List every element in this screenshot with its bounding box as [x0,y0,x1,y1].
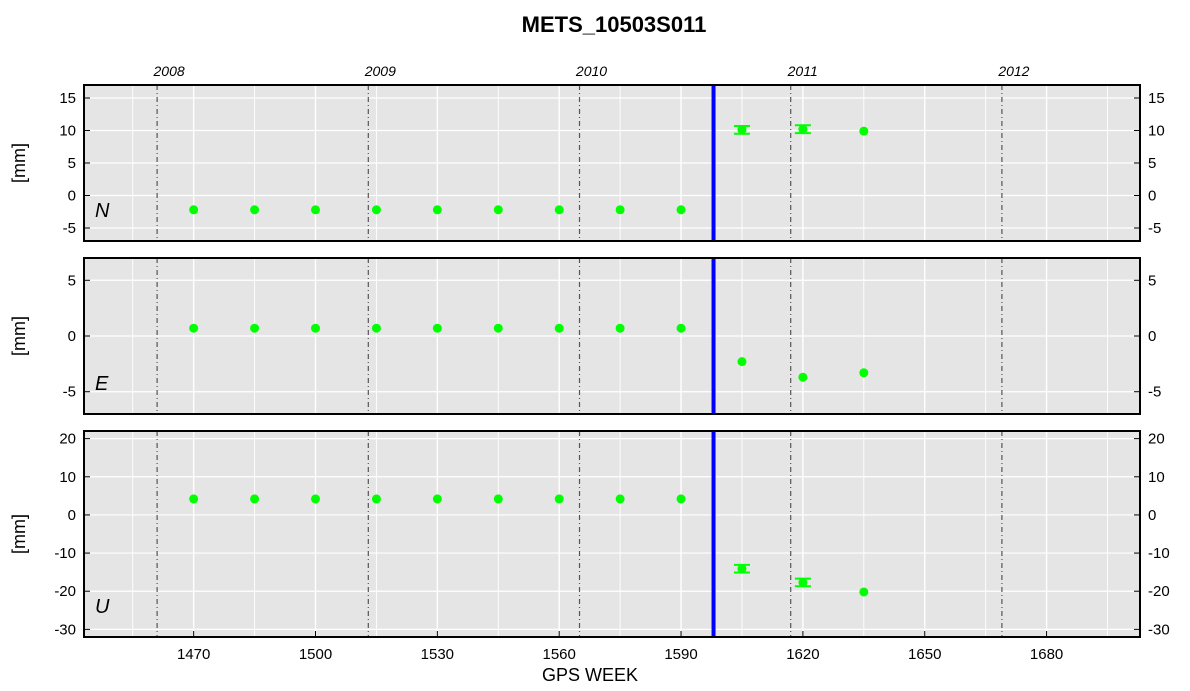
year-tick-label: 2009 [364,63,396,79]
y-tick-label-right: -5 [1148,384,1161,401]
data-point [615,323,625,333]
y-tick-label-left: 15 [59,90,76,107]
data-point [737,357,747,367]
x-tick-label: 1680 [1030,646,1063,663]
data-point [554,494,564,504]
y-tick-label-right: -5 [1148,220,1161,237]
data-point [615,205,625,215]
y-tick-label-right: 0 [1148,188,1156,205]
data-point [432,205,442,215]
data-point [189,323,199,333]
data-point [432,323,442,333]
y-tick-label-left: 0 [68,328,76,345]
y-tick-label-right: -20 [1148,583,1170,600]
data-point [554,205,564,215]
y-tick-label-right: -10 [1148,545,1170,562]
x-tick-label: 1650 [908,646,941,663]
data-point [250,494,260,504]
data-point [311,494,321,504]
data-point [493,323,503,333]
year-tick-label: 2008 [153,63,185,79]
y-tick-label-left: 20 [59,431,76,448]
series-N [67,124,869,215]
data-point [798,372,808,382]
x-tick-label: 1500 [299,646,332,663]
data-point [311,323,321,333]
x-axis-label: GPS WEEK [542,665,638,685]
data-point [67,494,76,503]
y-tick-label-left: 5 [68,272,76,289]
y-tick-label-right: 20 [1148,431,1165,448]
y-tick-label-left: -10 [54,545,76,562]
data-point [250,205,260,215]
year-tick-label: 2011 [787,63,818,79]
y-tick-label-left: 0 [68,188,76,205]
panel-frame-U [83,430,1141,638]
data-point [250,323,260,333]
data-point [493,494,503,504]
data-point [859,126,869,136]
y-axis-label: [mm] [9,143,29,183]
x-tick-label: 1590 [664,646,697,663]
data-point [859,368,869,378]
data-point [798,577,808,587]
data-point [737,564,747,574]
y-tick-label-left: -20 [54,583,76,600]
data-point [737,125,747,135]
data-point [798,124,808,134]
data-point [676,323,686,333]
plot-layer: -5 -5 0 0 5 5 10 10 15 15 [mm] N -5 -5 0 0 5 5 [mm] E -30 -30… [9,63,1170,663]
y-tick-label-right: 5 [1148,155,1156,172]
data-point [493,205,503,215]
y-tick-label-left: -5 [63,384,76,401]
data-point [371,205,381,215]
data-point [371,323,381,333]
x-tick-label: 1620 [786,646,819,663]
data-point [311,205,321,215]
y-tick-label-left: -5 [63,220,76,237]
data-point [371,494,381,504]
data-point [189,494,199,504]
x-tick-label: 1560 [543,646,576,663]
component-label-N: N [95,200,110,222]
series-U [67,494,869,597]
y-tick-label-right: 5 [1148,272,1156,289]
data-point [676,205,686,215]
data-point [189,205,199,215]
x-tick-label: 1470 [177,646,210,663]
data-point [554,323,564,333]
y-axis-label: [mm] [9,316,29,356]
y-tick-label-right: 0 [1148,328,1156,345]
data-point [67,205,76,214]
y-tick-label-left: 10 [59,123,76,140]
y-tick-label-right: 10 [1148,469,1165,486]
y-axis-label: [mm] [9,514,29,554]
y-tick-label-left: 10 [59,469,76,486]
data-point [859,587,869,597]
data-point [676,494,686,504]
year-tick-label: 2010 [575,63,607,79]
y-tick-label-left: 0 [68,507,76,524]
y-tick-label-right: 10 [1148,123,1165,140]
chart-title: METS_10503S011 [522,12,707,37]
component-label-U: U [95,596,110,618]
y-tick-label-right: -30 [1148,621,1170,638]
x-tick-label: 1530 [421,646,454,663]
year-tick-label: 2012 [997,63,1029,79]
y-tick-label-right: 0 [1148,507,1156,524]
y-tick-label-left: -30 [54,621,76,638]
y-tick-label-left: 5 [68,155,76,172]
data-point [615,494,625,504]
series-E [189,323,869,382]
component-label-E: E [95,373,109,395]
y-tick-label-right: 15 [1148,90,1165,107]
panel-background-U [84,431,1140,637]
data-point [432,494,442,504]
